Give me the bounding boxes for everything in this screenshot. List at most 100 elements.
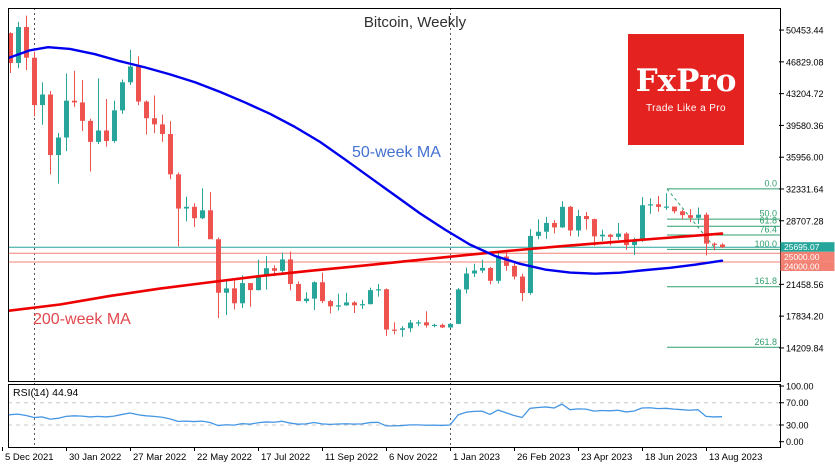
fib-level-label: 76.4 <box>759 225 777 235</box>
candle-body <box>480 267 485 271</box>
candle-body <box>584 216 589 220</box>
candle-body <box>536 231 541 236</box>
date-tick-label: 26 Feb 2023 <box>517 452 570 463</box>
rsi-panel-layer <box>2 402 780 427</box>
candle-body <box>600 234 605 237</box>
rsi-tick-label: 0.00 <box>786 437 804 447</box>
candle-body <box>32 57 37 106</box>
year-separators <box>34 8 451 447</box>
fxpro-logo: FxPro Trade Like a Pro <box>628 34 744 145</box>
candle-body <box>464 273 469 290</box>
ma50-line[interactable] <box>8 45 724 275</box>
date-tick-label: 17 Jul 2022 <box>261 452 310 463</box>
candle-body <box>200 210 205 219</box>
candle-body <box>104 130 109 142</box>
price-axis: 50453.44 46829.08 43204.72 39580.36 35956.00… <box>779 26 824 353</box>
candle-body <box>448 323 453 328</box>
candle-body <box>384 289 389 330</box>
candle-body <box>528 235 533 294</box>
date-tick-label: 23 Apr 2023 <box>581 452 632 463</box>
candle-body <box>144 101 149 119</box>
candle-body <box>208 210 213 240</box>
candle-body <box>176 174 181 209</box>
candle-body <box>512 265 517 277</box>
rsi-value: 44.94 <box>52 387 79 399</box>
candle-body <box>576 216 581 231</box>
ma200-line[interactable] <box>8 232 724 313</box>
rsi-tick-label: 30.00 <box>786 421 809 431</box>
candle-body <box>552 222 557 228</box>
candle-body <box>616 233 621 237</box>
candle-body <box>696 214 701 218</box>
rsi-line[interactable] <box>2 403 723 427</box>
candle-body <box>416 322 421 324</box>
candle-body <box>368 290 373 305</box>
main-panel-border <box>8 8 781 382</box>
date-tick-label: 22 May 2022 <box>197 452 252 463</box>
candle-body <box>272 268 277 271</box>
rsi-name: RSI(14) <box>13 387 50 399</box>
candle-body <box>376 289 381 291</box>
candle-body <box>608 234 613 237</box>
candle-body <box>664 206 669 208</box>
date-tick-label: 30 Jan 2022 <box>69 452 121 463</box>
candle-body <box>456 289 461 324</box>
candle-body <box>232 288 237 304</box>
candle-body <box>592 219 597 237</box>
candle-body <box>360 304 365 306</box>
fib-anchor-trendline[interactable] <box>666 188 717 250</box>
candle-body <box>72 100 77 103</box>
candle-body <box>544 222 549 232</box>
current-price-label: 25695.07 <box>784 242 820 252</box>
fxpro-logo-text: FxPro <box>635 63 737 99</box>
date-tick-label: 11 Sep 2022 <box>325 452 378 463</box>
date-tick-label: 13 Aug 2023 <box>709 452 762 463</box>
candle-body <box>64 100 69 138</box>
candle-body <box>400 328 405 330</box>
fxpro-logo-tagline: Trade Like a Pro <box>646 103 726 114</box>
fib-level-label: 100.0 <box>754 239 777 249</box>
alert-price-label: 24000.00 <box>784 261 820 271</box>
alert-price-label-box <box>780 251 835 262</box>
candle-body <box>56 137 61 156</box>
candle-body <box>688 215 693 218</box>
price-tick-label: 17834.20 <box>786 312 824 322</box>
candle-body <box>720 244 725 248</box>
candle-body <box>560 206 565 228</box>
price-tick-label: 43204.72 <box>786 89 824 99</box>
candle-body <box>216 239 221 293</box>
price-tick-label: 14209.84 <box>786 343 824 353</box>
fib-level-label: 161.8 <box>754 276 777 286</box>
fib-level-label: 0.0 <box>764 178 777 188</box>
candle-body <box>136 66 141 102</box>
candle-body <box>568 206 573 231</box>
candle-body <box>680 211 685 216</box>
candle-body <box>704 214 709 244</box>
candle-body <box>496 256 501 281</box>
date-tick-label: 1 Jan 2023 <box>453 452 500 463</box>
candle-body <box>192 206 197 219</box>
candle-body <box>96 130 101 142</box>
candle-body <box>296 283 301 302</box>
current-price-label-box <box>780 242 835 252</box>
date-tick-label: 6 Nov 2022 <box>389 452 438 463</box>
date-tick-label: 27 Mar 2022 <box>133 452 186 463</box>
rsi-tick-label: 100.00 <box>786 382 814 392</box>
rsi-axis: 100.00 70.00 30.00 0.00 <box>779 382 814 447</box>
candle-body <box>336 305 341 307</box>
candle-body <box>712 243 717 245</box>
candle-body <box>320 282 325 302</box>
candles-layer <box>8 15 725 337</box>
ma200-label: 200-week MA <box>33 311 131 328</box>
price-tick-label: 46829.08 <box>786 57 824 67</box>
alert-price-label-box <box>780 261 835 271</box>
candle-body <box>8 33 13 63</box>
date-tick-label: 5 Dec 2021 <box>5 452 54 463</box>
candle-body <box>88 120 93 142</box>
candle-body <box>472 270 477 274</box>
candle-body <box>488 267 493 281</box>
candle-body <box>240 283 245 304</box>
fib-retracement: 0.0 50.061.876.4 100.0 161.8 261.8 <box>666 178 780 348</box>
